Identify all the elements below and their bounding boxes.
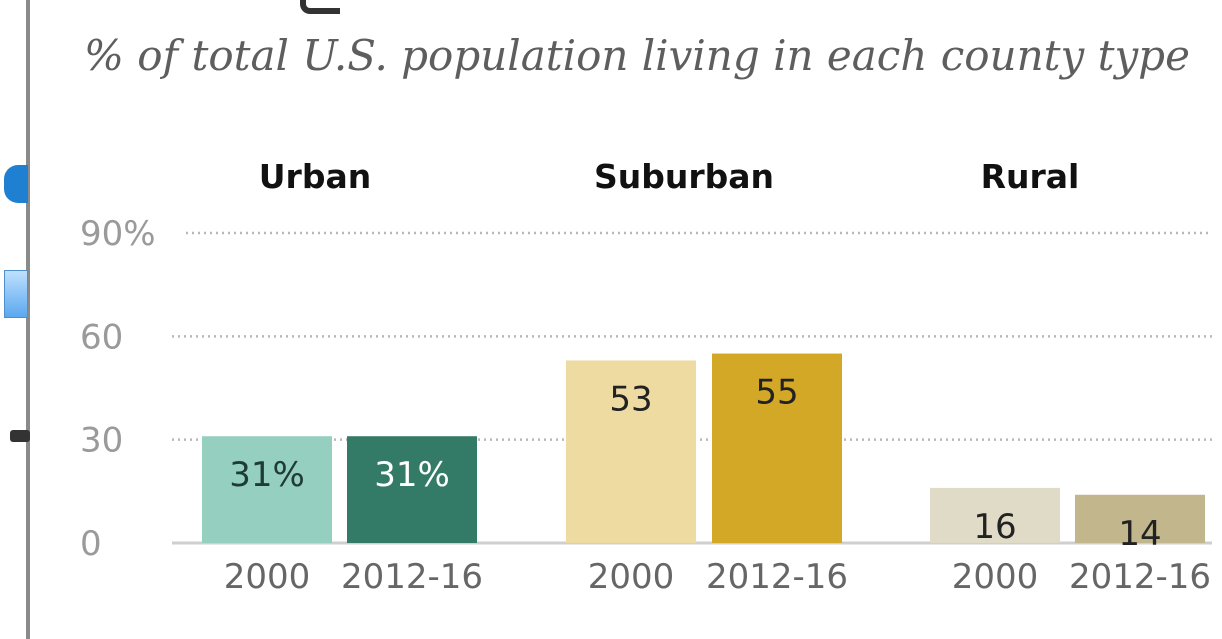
slider-knob-icon[interactable] (10, 430, 30, 442)
blue-tab-icon[interactable] (4, 165, 28, 203)
blue-button-icon[interactable] (4, 270, 28, 318)
bar (347, 436, 477, 543)
bar-layer (202, 353, 1205, 543)
category-label: 2000 (952, 557, 1039, 597)
data-label: 55 (755, 373, 798, 413)
panel-title: Urban (259, 157, 371, 196)
left-window-edge (0, 0, 34, 639)
category-label: 2012-16 (1069, 557, 1211, 597)
window-frame-line (26, 0, 30, 639)
panel-title: Rural (981, 157, 1080, 196)
chart-subtitle: % of total U.S. population living in eac… (84, 31, 1190, 80)
label-layer: 90% 60 30 0 Urban 31% 2000 31% 2012-16 Suburban 53… (80, 157, 1211, 597)
bar (1075, 494, 1205, 543)
category-label: 2012-16 (341, 557, 483, 597)
y-tick-label: 90% (80, 214, 156, 254)
panel-title: Suburban (594, 157, 774, 196)
data-label: 14 (1118, 514, 1161, 554)
data-label: 53 (609, 379, 652, 419)
bar (712, 353, 842, 543)
category-label: 2000 (224, 557, 311, 597)
title-fragment (300, 0, 340, 14)
data-label: 31% (229, 455, 305, 495)
category-label: 2012-16 (706, 557, 848, 597)
y-tick-label: 0 (80, 524, 102, 564)
y-tick-label: 30 (80, 421, 123, 461)
data-label: 16 (973, 507, 1016, 547)
bar (202, 436, 332, 543)
data-label: 31% (374, 455, 450, 495)
y-tick-label: 60 (80, 317, 123, 357)
category-label: 2000 (588, 557, 675, 597)
bar (566, 360, 696, 543)
bar (930, 487, 1060, 543)
